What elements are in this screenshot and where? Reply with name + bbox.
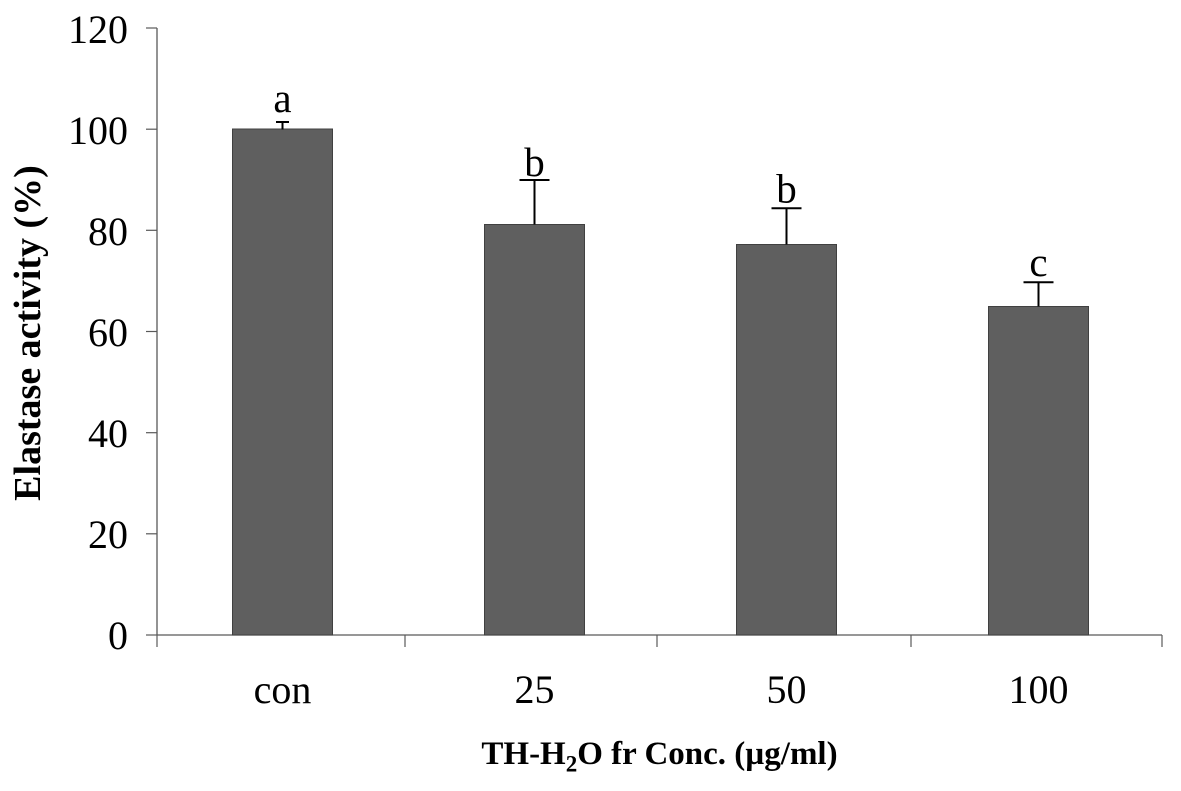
svg-text:b: b — [776, 166, 797, 212]
svg-text:0: 0 — [108, 613, 128, 658]
svg-text:120: 120 — [68, 7, 128, 52]
svg-text:c: c — [1029, 239, 1047, 285]
svg-text:100: 100 — [1009, 667, 1069, 712]
svg-text:b: b — [524, 139, 545, 185]
svg-text:20: 20 — [88, 512, 128, 557]
svg-text:80: 80 — [88, 209, 128, 254]
svg-text:60: 60 — [88, 310, 128, 355]
svg-text:25: 25 — [515, 667, 555, 712]
svg-text:50: 50 — [767, 667, 807, 712]
svg-text:40: 40 — [88, 411, 128, 456]
svg-text:100: 100 — [68, 108, 128, 153]
svg-text:a: a — [273, 75, 291, 121]
svg-text:con: con — [254, 667, 312, 712]
